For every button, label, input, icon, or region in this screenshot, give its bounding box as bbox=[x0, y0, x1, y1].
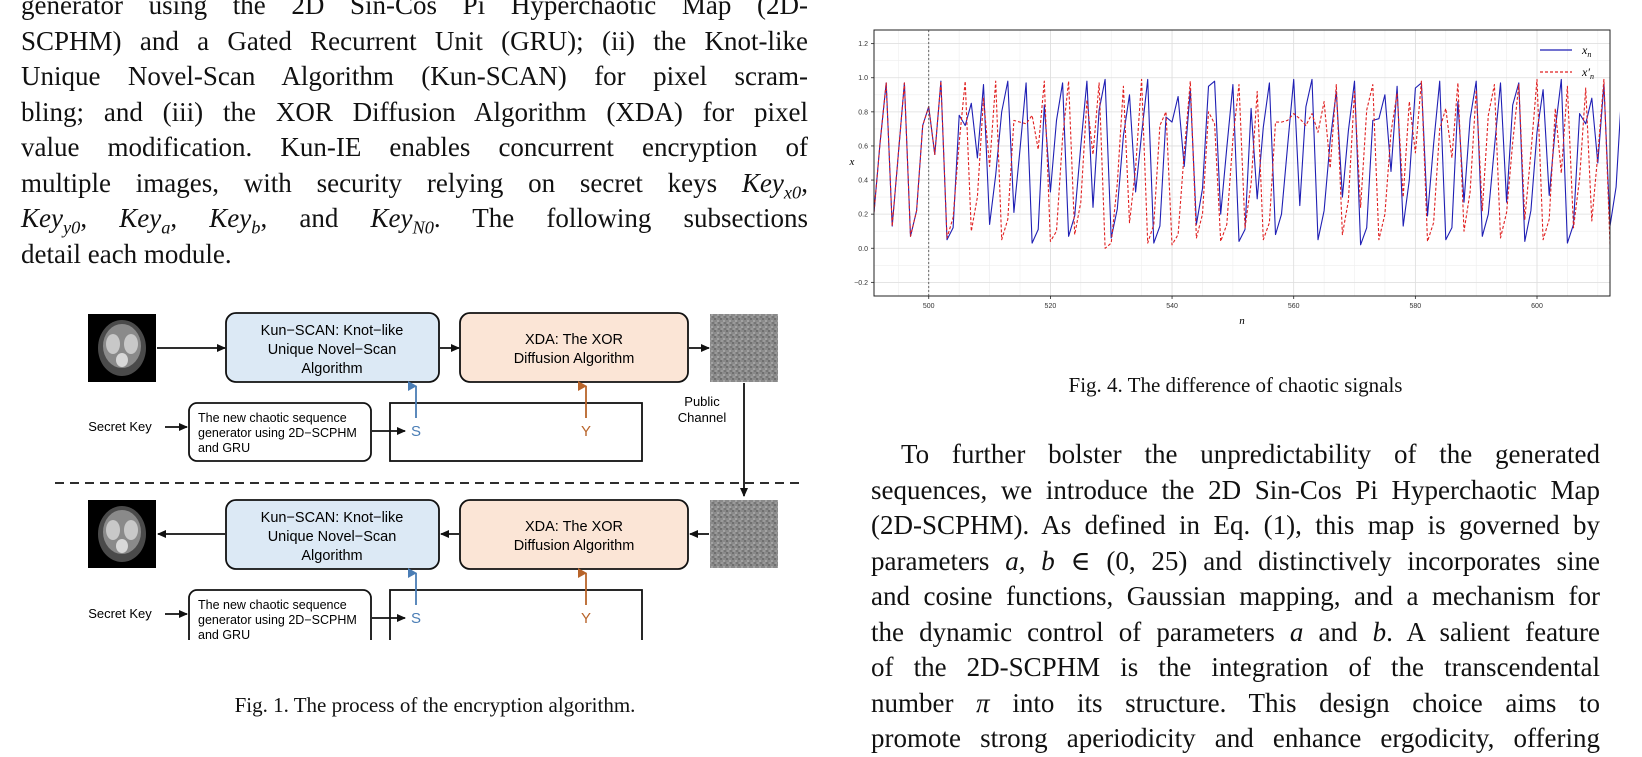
right-line-3: (2D-SCPHM). As defined in Eq. (1), this … bbox=[871, 510, 1600, 540]
y-tick-label: 0.6 bbox=[858, 143, 868, 150]
figure-4-caption: Fig. 4. The difference of chaotic signal… bbox=[1068, 373, 1403, 397]
kunscan-top-line2: Unique Novel−Scan bbox=[268, 342, 397, 358]
x-tick-label: 560 bbox=[1288, 303, 1300, 310]
param-b-math: b bbox=[1372, 616, 1387, 647]
secret-key-label-top: Secret Key bbox=[88, 419, 152, 434]
left-line-2: SCPHM) and a Gated Recurrent Unit (GRU);… bbox=[21, 25, 808, 56]
y-tick-label: 1.2 bbox=[858, 41, 868, 48]
right-line-8: number π into its structure. This design… bbox=[871, 687, 1601, 718]
public-channel-line2: Channel bbox=[678, 410, 727, 425]
sequence-box-top bbox=[389, 402, 643, 462]
key-y0-math: Keyy0 bbox=[21, 203, 81, 238]
seq-y-label-bottom: Y bbox=[581, 610, 591, 627]
y-tick-label: 0.2 bbox=[858, 212, 868, 219]
y-tick-label: 0.8 bbox=[858, 109, 868, 116]
kunscan-box-bottom: Kun−SCAN: Knot−like Unique Novel−Scan Al… bbox=[225, 499, 440, 570]
x-tick-label: 500 bbox=[923, 303, 935, 310]
seq-s-label-top: S bbox=[411, 423, 421, 440]
legend-label-2: x′n bbox=[1581, 65, 1594, 81]
xda-bottom-line1: XDA: The XOR bbox=[525, 519, 623, 535]
key-b-math: Keyb bbox=[209, 203, 261, 238]
secret-key-label-bottom: Secret Key bbox=[88, 606, 152, 621]
generator-box-bottom: The new chaotic sequence generator using… bbox=[188, 589, 372, 640]
kunscan-box-top: Kun−SCAN: Knot−like Unique Novel−Scan Al… bbox=[225, 312, 440, 383]
xda-box-bottom: XDA: The XOR Diffusion Algorithm bbox=[459, 499, 689, 570]
left-line-4: bling; and (iii) the XOR Diffusion Algor… bbox=[21, 96, 808, 127]
seq-y-label-top: Y bbox=[581, 423, 591, 440]
right-line-2: sequences, we introduce the 2D Sin-Cos P… bbox=[871, 474, 1600, 505]
kunscan-bottom-line1: Kun−SCAN: Knot−like bbox=[261, 510, 404, 526]
left-paragraph: generator using the 2D Sin-Cos Pi Hyperc… bbox=[21, 0, 808, 272]
cipher-image-top bbox=[710, 314, 778, 382]
plain-brain-image-top bbox=[88, 314, 156, 382]
kunscan-top-line1: Kun−SCAN: Knot−like bbox=[261, 323, 404, 339]
right-line-4: parameters a, b ∈ (0, 25) and distinctiv… bbox=[871, 545, 1600, 576]
kunscan-bottom-line3: Algorithm bbox=[301, 548, 362, 564]
param-a-math: a bbox=[1289, 616, 1304, 647]
generator-top-line1: The new chaotic sequence bbox=[198, 411, 347, 425]
generator-bottom-line1: The new chaotic sequence bbox=[198, 598, 347, 612]
pi-math: π bbox=[976, 687, 990, 718]
y-tick-label: 0.0 bbox=[858, 246, 868, 253]
left-line-7-and: , and bbox=[260, 203, 339, 233]
cipher-image-bottom bbox=[710, 500, 778, 568]
key-a-math: Keya bbox=[119, 203, 171, 238]
generator-top-line3: and GRU bbox=[198, 441, 250, 455]
y-tick-label: 0.4 bbox=[858, 178, 868, 185]
figure-1-caption: Fig. 1. The process of the encryption al… bbox=[234, 693, 636, 717]
x-tick-label: 520 bbox=[1045, 303, 1057, 310]
sequence-box-bottom bbox=[389, 589, 643, 640]
series-line-1 bbox=[873, 78, 1620, 246]
xda-top-line1: XDA: The XOR bbox=[525, 332, 623, 348]
right-line-1: To further bolster the unpredictability … bbox=[901, 439, 1600, 469]
public-channel-line1: Public bbox=[684, 394, 720, 409]
generator-bottom-line3: and GRU bbox=[198, 628, 250, 640]
chart-legend: xn x′n bbox=[1540, 43, 1594, 81]
generator-top-line2: generator using 2D−SCPHM bbox=[198, 426, 357, 440]
key-n0-math: KeyN0 bbox=[370, 203, 434, 238]
y-tick-label: 1.0 bbox=[858, 75, 868, 82]
chart-ticks: 500 520 540 560 580 600 −0.2 0.0 0.2 0.4 0.6 0.8 1.0… bbox=[854, 41, 1543, 310]
chart-series bbox=[873, 78, 1620, 249]
right-line-7: of the 2D-SCPHM is the integration of th… bbox=[871, 652, 1600, 682]
generator-box-top: The new chaotic sequence generator using… bbox=[188, 402, 372, 462]
kunscan-top-line3: Algorithm bbox=[301, 361, 362, 377]
xda-box-top: XDA: The XOR Diffusion Algorithm bbox=[459, 312, 689, 383]
chart-frame bbox=[873, 29, 1611, 297]
xda-top-line2: Diffusion Algorithm bbox=[514, 351, 635, 367]
plain-brain-image-bottom bbox=[88, 500, 156, 568]
key-x0-math: Keyx0 bbox=[741, 167, 802, 202]
right-line-6: the dynamic control of parameters a and … bbox=[871, 616, 1601, 647]
chart-grid bbox=[874, 30, 1610, 296]
legend-label-1: xn bbox=[1581, 43, 1591, 59]
left-line-6: multiple images, with security relying o… bbox=[21, 167, 808, 202]
x-tick-label: 540 bbox=[1166, 303, 1178, 310]
xda-bottom-line2: Diffusion Algorithm bbox=[514, 538, 635, 554]
interval-math: (0, 25) bbox=[1106, 545, 1188, 576]
left-line-7-tail: . The following subsections bbox=[433, 203, 809, 233]
right-line-9: promote strong aperiodicity and enhance … bbox=[871, 723, 1600, 753]
right-paragraph: To further bolster the unpredictability … bbox=[871, 437, 1600, 757]
chart-xlabel: n bbox=[1239, 315, 1245, 327]
left-line-5: value modification. Kun-IE enables concu… bbox=[21, 132, 808, 162]
y-tick-label: −0.2 bbox=[854, 280, 868, 287]
chart-ylabel: x bbox=[849, 156, 855, 168]
figure-4-chart: 500 520 540 560 580 600 −0.2 0.0 0.2 0.4 0.6 0.8 1.0… bbox=[849, 29, 1620, 327]
left-line-7: Keyy0, Keya, Keyb, and KeyN0. The follow… bbox=[21, 203, 809, 238]
left-line-6-text: multiple images, with security relying o… bbox=[21, 167, 718, 198]
right-line-5: and cosine functions, Gaussian mapping, … bbox=[871, 581, 1600, 611]
x-tick-label: 600 bbox=[1531, 303, 1543, 310]
seq-s-label-bottom: S bbox=[411, 610, 421, 627]
left-line-3: Unique Novel-Scan Algorithm (Kun-SCAN) f… bbox=[21, 61, 808, 91]
x-tick-label: 580 bbox=[1410, 303, 1422, 310]
kunscan-bottom-line2: Unique Novel−Scan bbox=[268, 529, 397, 545]
left-line-8: detail each module. bbox=[21, 238, 232, 269]
left-line-1: generator using the 2D Sin-Cos Pi Hyperc… bbox=[21, 0, 808, 20]
figure-1-diagram: Kun−SCAN: Knot−like Unique Novel−Scan Al… bbox=[55, 312, 800, 640]
params-ab-math: a, b bbox=[1005, 545, 1055, 576]
generator-bottom-line2: generator using 2D−SCPHM bbox=[198, 613, 357, 627]
